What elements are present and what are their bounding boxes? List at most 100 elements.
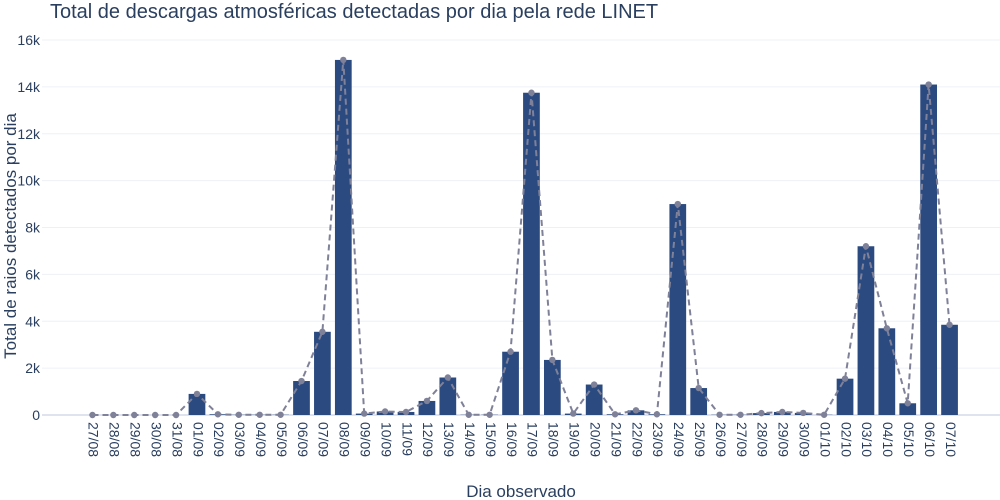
x-axis-title: Dia observado <box>466 482 576 500</box>
line-point <box>549 356 556 364</box>
line-point <box>570 410 577 417</box>
bar <box>523 92 540 415</box>
x-tick-label: 06/09 <box>295 422 311 457</box>
line-point <box>444 374 452 381</box>
line-point <box>423 397 431 405</box>
x-tick-label: 01/09 <box>190 422 206 457</box>
line-point <box>361 410 368 417</box>
bar <box>857 246 875 415</box>
x-tick-label: 07/10 <box>943 422 959 457</box>
x-tick-label: 18/09 <box>546 422 562 457</box>
bar-series <box>188 59 958 415</box>
x-tick-label: 28/08 <box>107 422 123 457</box>
x-tick-label: 11/09 <box>399 422 415 456</box>
x-tick-label: 03/09 <box>232 422 248 457</box>
x-tick-label: 05/10 <box>901 422 917 457</box>
y-tick-label: 12k <box>17 126 41 142</box>
line-point <box>925 81 932 88</box>
x-tick-label: 20/09 <box>587 422 603 457</box>
x-tick-label: 09/09 <box>358 422 374 457</box>
x-tick-label: 21/09 <box>608 422 624 457</box>
x-tick-label: 03/10 <box>859 422 875 457</box>
line-point <box>486 411 493 418</box>
line-point <box>402 408 410 416</box>
y-tick-label: 10k <box>17 173 41 189</box>
line-point <box>298 377 305 385</box>
y-axis-title: Total de raios detectados por dia <box>1 113 20 359</box>
line-point <box>319 328 326 335</box>
bar <box>878 328 896 415</box>
line-point <box>904 400 911 407</box>
chart-title: Total de descargas atmosféricas detectad… <box>50 1 658 23</box>
bar <box>502 351 519 415</box>
x-axis-ticks: 27/08 28/08 29/08 30/08 31/08 01/09 02/09 03/09… <box>86 422 959 457</box>
y-tick-label: 2k <box>25 360 41 376</box>
x-tick-label: 27/09 <box>734 422 750 457</box>
bar <box>418 400 436 415</box>
line-point <box>800 409 807 417</box>
line-point <box>235 411 242 418</box>
x-tick-label: 08/09 <box>337 422 353 457</box>
x-tick-label: 15/09 <box>483 422 499 457</box>
line-point <box>820 411 828 418</box>
y-tick-label: 4k <box>25 313 41 329</box>
bar <box>690 388 708 415</box>
y-tick-label: 8k <box>25 220 41 236</box>
line-point <box>883 325 891 332</box>
x-tick-label: 28/09 <box>755 422 771 457</box>
y-tick-label: 14k <box>17 79 41 95</box>
x-tick-label: 04/09 <box>253 422 269 457</box>
y-tick-label: 16k <box>17 32 41 48</box>
line-point <box>340 56 347 64</box>
x-tick-label: 17/09 <box>525 422 541 457</box>
y-axis-ticks: 0 2k 4k 6k 8k 10k 12k 14k 16k <box>17 32 41 423</box>
x-tick-label: 29/09 <box>776 422 792 457</box>
x-tick-label: 29/08 <box>128 422 144 457</box>
line-point <box>151 411 159 419</box>
line-series <box>89 56 953 419</box>
y-tick-label: 0 <box>32 407 40 423</box>
bar <box>334 59 352 415</box>
line-point <box>214 411 222 418</box>
line-point <box>716 411 723 418</box>
y-tick-label: 6k <box>25 266 41 282</box>
x-tick-label: 26/09 <box>713 422 729 457</box>
line-point <box>737 411 744 418</box>
x-tick-label: 12/09 <box>420 422 436 457</box>
line-point <box>507 348 514 355</box>
x-tick-label: 24/09 <box>671 422 687 457</box>
x-tick-label: 16/09 <box>504 422 520 457</box>
line-point <box>758 409 765 417</box>
x-tick-label: 13/09 <box>441 422 457 457</box>
x-tick-label: 04/10 <box>880 422 896 457</box>
x-tick-label: 14/09 <box>462 422 478 457</box>
line-point <box>381 408 389 415</box>
bar <box>920 84 938 415</box>
bar <box>941 324 958 415</box>
line-point <box>946 321 953 328</box>
bar <box>188 393 206 415</box>
x-tick-label: 23/09 <box>650 422 666 457</box>
x-tick-label: 02/10 <box>838 422 854 457</box>
line-point <box>131 411 138 419</box>
x-tick-label: 01/10 <box>817 422 833 457</box>
x-tick-label: 07/09 <box>316 422 332 457</box>
line-point <box>528 89 535 96</box>
line-point <box>256 411 263 418</box>
line-point <box>590 381 598 388</box>
bar <box>899 403 917 415</box>
x-tick-label: 25/09 <box>692 422 708 457</box>
x-tick-label: 30/09 <box>797 422 813 457</box>
x-tick-label: 05/09 <box>274 422 290 457</box>
bar <box>669 204 687 415</box>
bar <box>543 359 561 415</box>
line-point <box>611 411 619 418</box>
line-point <box>841 375 849 382</box>
bar <box>314 331 331 415</box>
line-point <box>779 408 786 416</box>
x-tick-label: 10/09 <box>378 422 394 457</box>
line-point <box>465 411 472 418</box>
x-tick-label: 22/09 <box>629 422 645 457</box>
